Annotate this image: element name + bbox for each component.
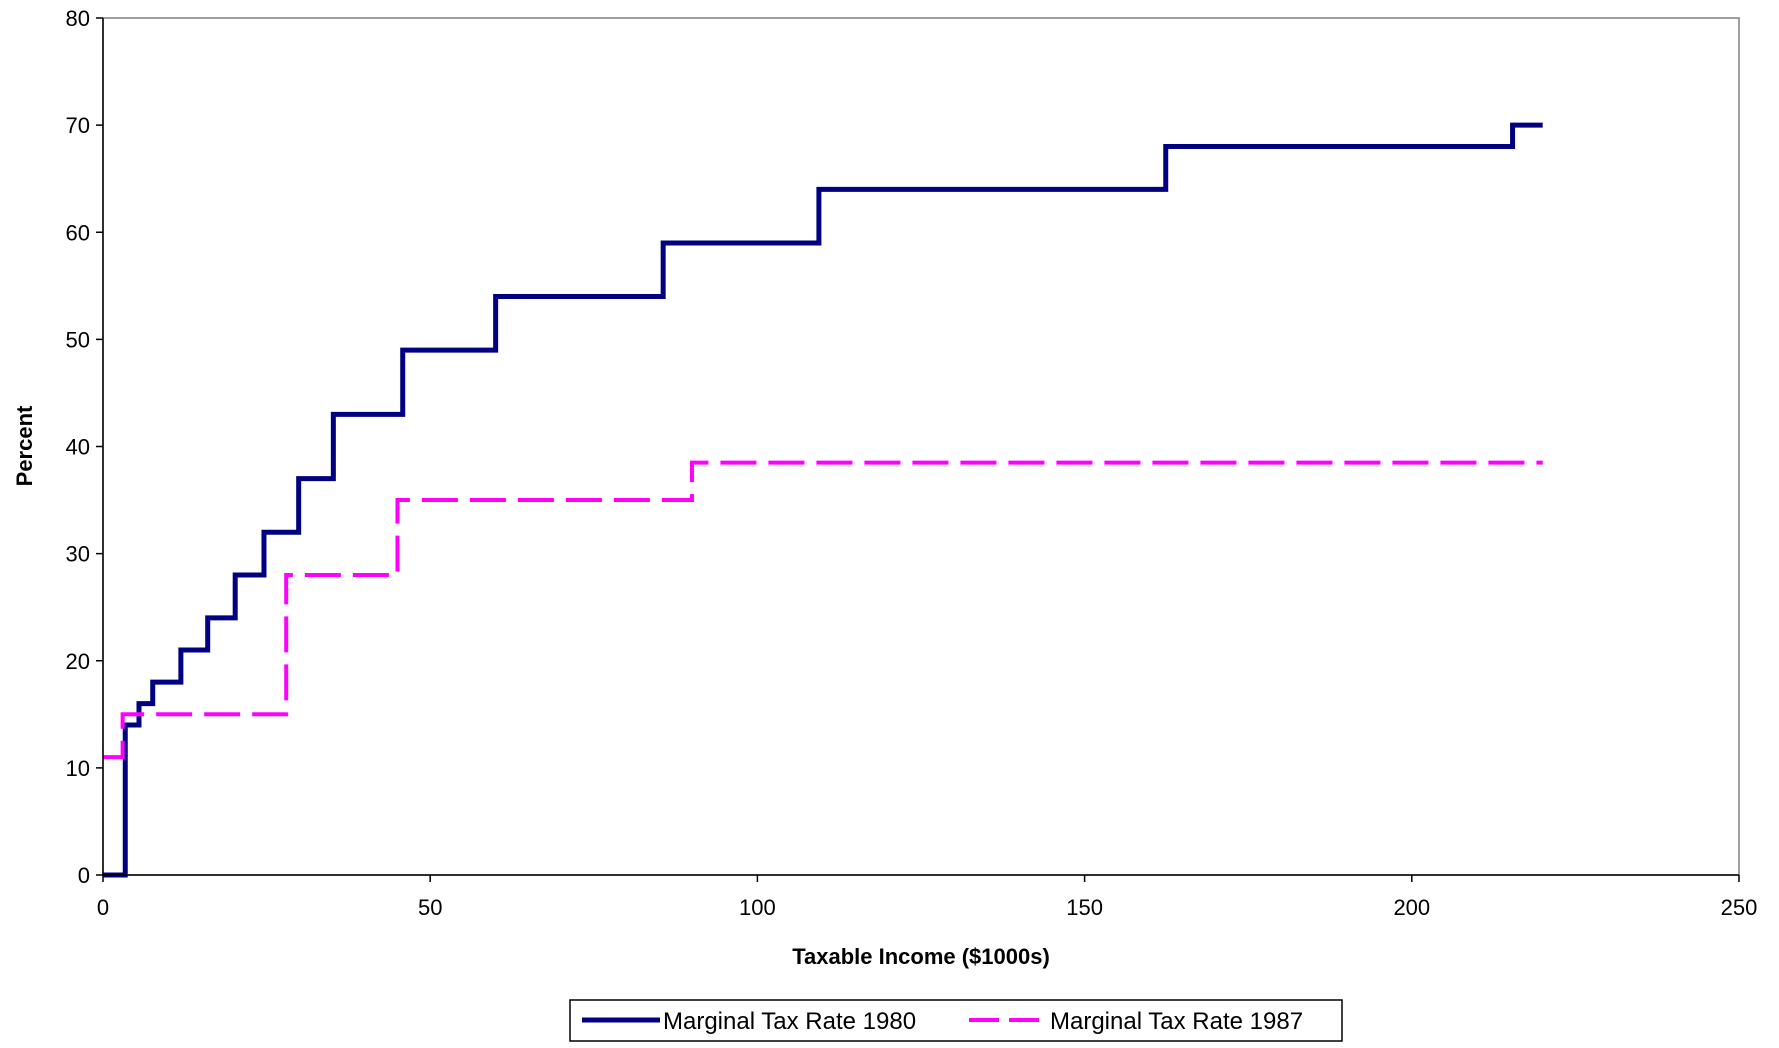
y-tick-label: 70: [66, 113, 90, 138]
series-layer: [103, 122, 1543, 878]
y-tick-label: 40: [66, 435, 90, 460]
series-line-1980: [103, 122, 1543, 878]
series-line-1987: [103, 460, 1543, 760]
x-tick-label: 0: [97, 895, 109, 920]
y-tick-label: 20: [66, 649, 90, 674]
y-tick-label: 0: [78, 863, 90, 888]
y-tick-label: 30: [66, 542, 90, 567]
x-tick-label: 50: [418, 895, 442, 920]
axis-layer: 0 10 20 30 40 50 60 70 80 0 50 100 150 200 250: [66, 6, 1758, 920]
plot-area: [102, 17, 1740, 876]
y-axis-title: Percent: [12, 405, 37, 486]
x-tick-label: 250: [1721, 895, 1758, 920]
legend-label-1980: Marginal Tax Rate 1980: [663, 1008, 916, 1035]
legend: Marginal Tax Rate 1980 Marginal Tax Rate…: [569, 999, 1343, 1042]
x-tick-label: 100: [739, 895, 776, 920]
x-tick-label: 200: [1393, 895, 1430, 920]
x-axis-title: Taxable Income ($1000s): [792, 944, 1050, 969]
legend-box: [569, 999, 1343, 1042]
y-tick-label: 60: [66, 220, 90, 245]
x-tick-label: 150: [1066, 895, 1103, 920]
y-tick-label: 80: [66, 6, 90, 31]
legend-label-1987: Marginal Tax Rate 1987: [1050, 1008, 1303, 1035]
y-tick-label: 10: [66, 756, 90, 781]
y-tick-label: 50: [66, 327, 90, 352]
